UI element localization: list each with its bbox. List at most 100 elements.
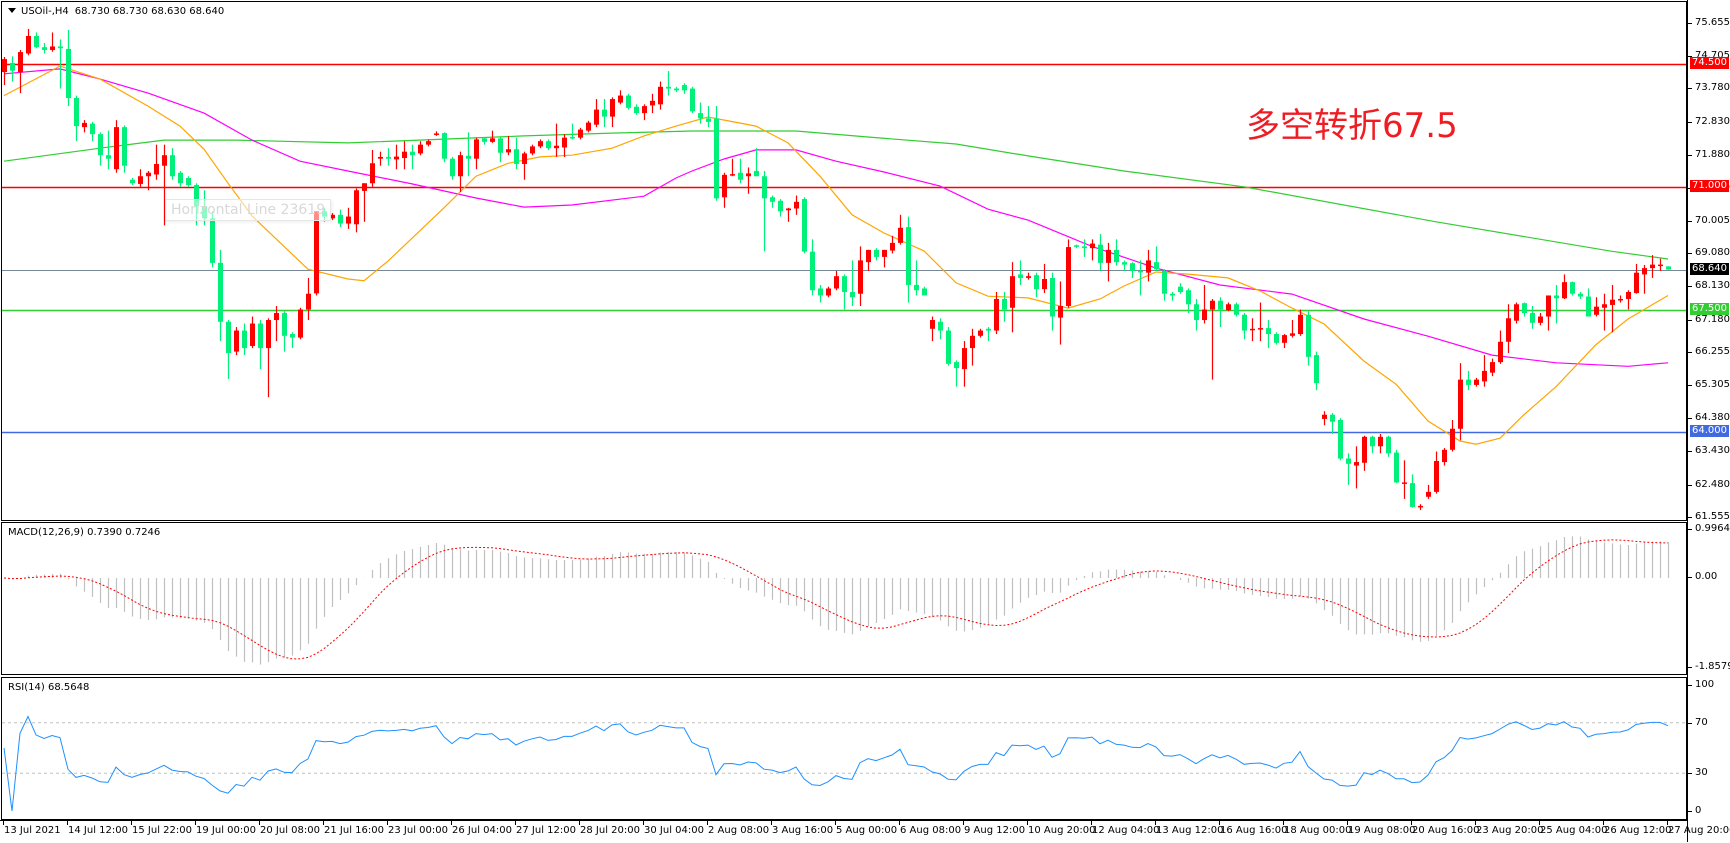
candle [906,216,911,303]
chart-annotation-text[interactable]: 多空转折67.5 [1246,106,1458,146]
candle [1530,305,1535,329]
candle [858,246,863,306]
time-tick-mark [1411,821,1412,825]
time-tick-label: 30 Jul 04:00 [644,825,704,836]
candle [938,318,943,340]
time-tick-mark [1603,821,1604,825]
candle-body [738,172,743,180]
candle-body [1346,458,1351,464]
candle-body [826,288,831,296]
candle [378,151,383,166]
ohlc-readout: 68.730 68.730 68.630 68.640 [74,6,225,17]
candle [1554,284,1559,324]
time-tick-label: 20 Jul 08:00 [260,825,320,836]
time-tick-label: 9 Aug 12:00 [964,825,1026,836]
axis-tick-mark [1688,352,1692,353]
candle [1074,244,1079,249]
candle [986,327,991,342]
candle-body [1002,298,1007,310]
price-tick-label: 74.705 [1695,50,1730,61]
candle-body [1522,303,1527,314]
time-tick-mark [515,821,516,825]
candle-body [842,276,847,292]
candle-body [1178,286,1183,292]
candle-body [1258,328,1263,330]
candle-body [1010,276,1015,308]
candle [538,139,543,149]
candle-body [730,174,735,176]
candle-body [1058,305,1063,318]
candle-body [1298,314,1303,335]
time-tick-mark [1283,821,1284,825]
candle [1146,249,1151,282]
candle [738,158,743,184]
candle [1570,281,1575,296]
candle-body [1242,314,1247,331]
time-tick-mark [1219,821,1220,825]
axis-tick-mark [1688,451,1692,452]
candle [90,121,95,142]
candle [1290,320,1295,338]
candle-body [370,163,375,184]
candle-body [402,151,407,158]
macd-title: MACD(12,26,9) 0.7390 0.7246 [8,527,161,538]
candle-body [1626,291,1631,299]
candle-body [330,214,335,219]
price-axis[interactable]: 75.65574.70573.78072.83071.88070.93070.0… [1687,0,1730,842]
candle [1466,370,1471,391]
candle [226,320,231,379]
price-tick-label: 64.380 [1695,412,1730,423]
candle-body [1170,293,1175,296]
candle-body [1194,304,1199,321]
candle-body [274,313,279,321]
candle [338,209,343,228]
horizontal-line-tooltip: Horizontal Line 23619 [165,199,332,221]
candle [1506,304,1511,353]
macd-tick-label: 0.00 [1695,571,1718,582]
candle-body [810,251,815,291]
time-tick-mark [1091,821,1092,825]
candle [722,172,727,208]
price-chart-panel[interactable]: USOil-,H4 68.730 68.730 68.630 68.640 多空转… [1,1,1687,521]
axis-tick-mark [1688,320,1692,321]
candle [970,328,975,366]
time-tick-mark [579,821,580,825]
candle-body [506,149,511,153]
candle-body [1314,355,1319,384]
candle [1418,504,1423,511]
candle [258,320,263,370]
time-tick-mark [451,821,452,825]
time-axis[interactable]: 13 Jul 2021 14 Jul 12:00 15 Jul 22:00 19 Ju… [0,820,1730,843]
axis-tick-mark [1688,23,1692,24]
axis-tick-mark [1688,517,1692,518]
time-tick-label: 12 Aug 04:00 [1092,825,1160,836]
price-chart-svg [2,28,1686,511]
candle-body [690,88,695,112]
candle-body [362,183,367,191]
candle-body [1082,246,1087,249]
candle-body [1042,278,1047,290]
candle [458,151,463,193]
candle-body [1434,461,1439,492]
candle-body [306,293,311,310]
candle-body [1050,277,1055,317]
price-tick-label: 67.180 [1695,314,1730,325]
candle-body [1114,249,1119,263]
candle [778,199,783,217]
candle [554,123,559,157]
candle-body [978,330,983,336]
dropdown-triangle-icon[interactable] [8,8,16,13]
candle-body [1138,270,1143,273]
time-tick-mark [899,821,900,825]
candle [1490,358,1495,377]
candle-body [586,122,591,131]
time-tick-label: 14 Jul 12:00 [68,825,128,836]
time-tick-mark [259,821,260,825]
macd-panel[interactable]: MACD(12,26,9) 0.7390 0.7246 [1,522,1687,675]
candle [594,99,599,128]
rsi-panel[interactable]: RSI(14) 68.5648 [1,677,1687,820]
candle-body [1482,370,1487,382]
candle-body [1594,306,1599,315]
candle-body [1370,436,1375,447]
price-tick-label: 68.130 [1695,280,1730,291]
